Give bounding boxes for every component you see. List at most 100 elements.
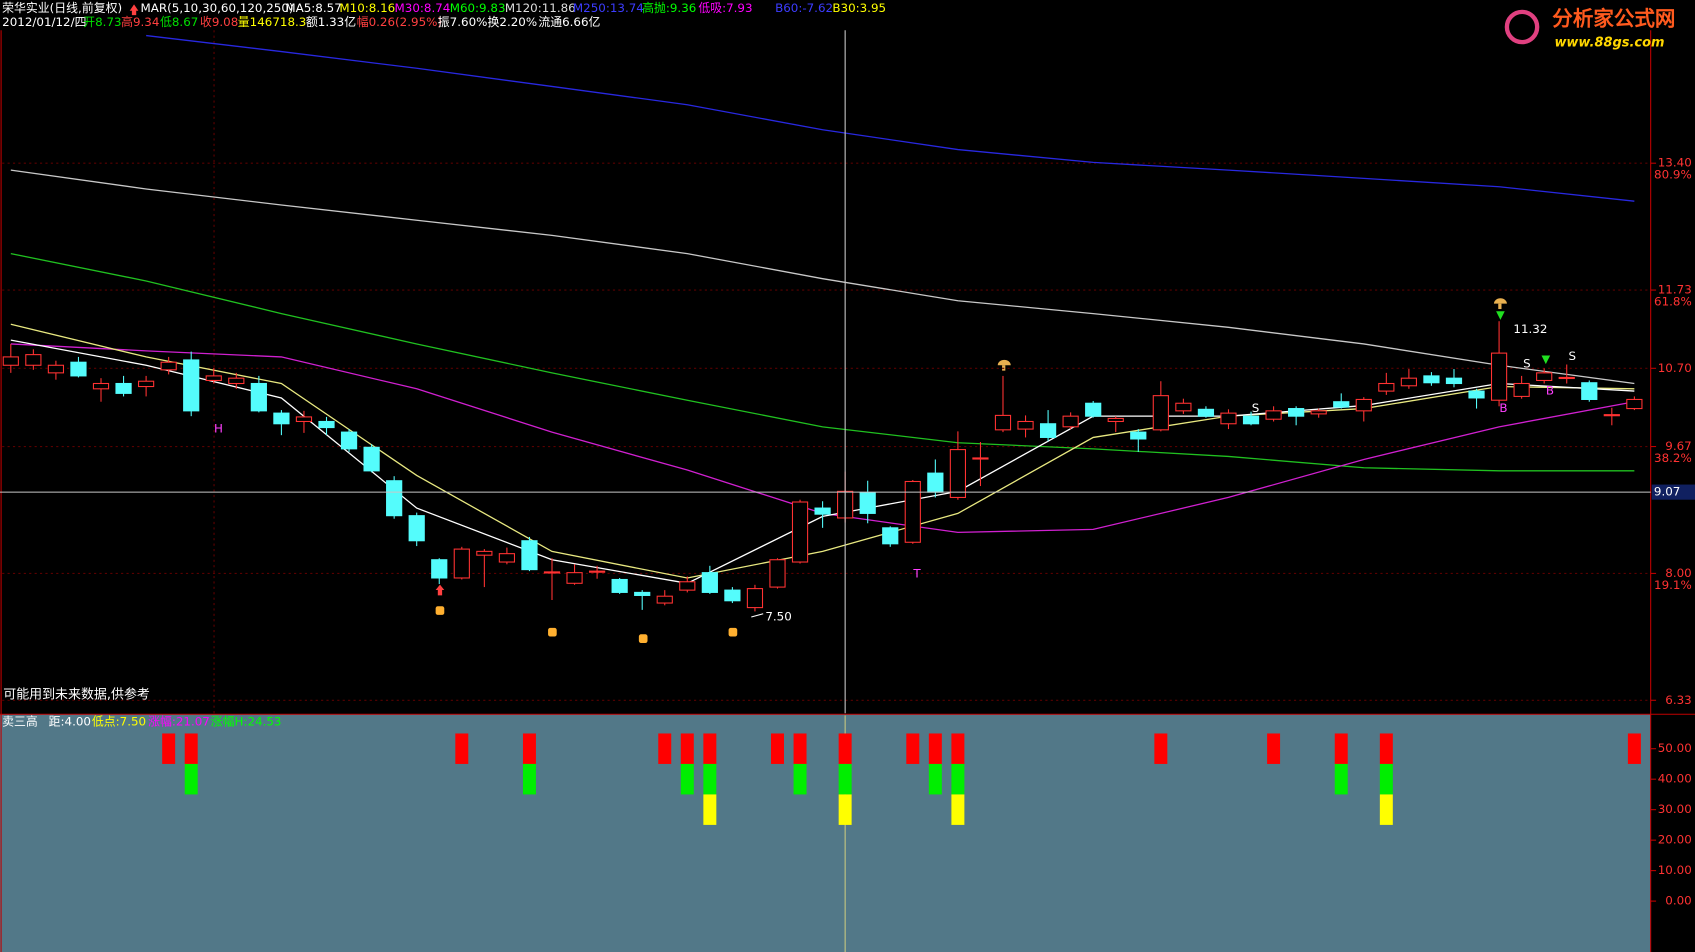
candle-body [1333, 401, 1350, 408]
header-item: 荣华实业(日线,前复权) [2, 1, 122, 15]
annotation: 11.32 [1513, 322, 1547, 336]
signal-bar [1379, 794, 1393, 825]
signal-bar [838, 763, 852, 795]
header-item: 收9.08 [200, 15, 238, 29]
candle-body [1423, 375, 1440, 384]
candle-body [949, 449, 966, 498]
candle-body [656, 595, 673, 604]
logo-icon [1504, 9, 1540, 45]
signal-bar [1334, 763, 1348, 795]
candle-body [25, 354, 42, 366]
candle-body [1310, 410, 1327, 415]
candle-body [701, 572, 718, 593]
candle-body [183, 359, 200, 412]
candle-body [70, 361, 87, 377]
signal-bar [928, 733, 942, 764]
candle-body [1400, 377, 1417, 387]
header-item: 量146718.3 [238, 15, 307, 29]
indicator-panel [0, 714, 1651, 952]
sell-arrows [1496, 311, 1551, 365]
signal-bar [522, 763, 536, 795]
signal-bar [951, 794, 965, 825]
candle-body [1558, 376, 1575, 380]
header-item: 开8.73 [83, 15, 121, 29]
candle-body [882, 527, 899, 545]
header-item: M10:8.16 [339, 1, 395, 15]
annotation: B [1546, 384, 1554, 398]
candle-body [521, 540, 538, 571]
candle-body [1175, 402, 1192, 412]
signal-bar [951, 763, 965, 795]
candle-body [1513, 382, 1530, 397]
header-item: 高抛:9.36 [642, 1, 696, 15]
crosshair-label-bg [1651, 484, 1695, 500]
candle-body [228, 377, 245, 385]
candle-body [769, 559, 786, 588]
signal-bar [703, 794, 717, 825]
candle-body [250, 382, 267, 412]
signal-bar [658, 733, 672, 764]
header-item: M30:8.74 [395, 1, 451, 15]
note: 可能用到未来数据,供参考 [3, 686, 150, 702]
candle-body [679, 581, 696, 591]
candle-body [1581, 382, 1598, 400]
signal-bar [522, 733, 536, 764]
signal-bar [1379, 733, 1393, 764]
candle-body [1107, 417, 1124, 423]
signal-bar [1334, 733, 1348, 764]
header-item: 低吸:7.93 [698, 1, 752, 15]
y-tick-label: 6.33 [1665, 693, 1691, 707]
candle-body [611, 578, 628, 593]
candle-body [1603, 414, 1620, 417]
annotation: S [1569, 349, 1577, 363]
candle-body [1536, 372, 1553, 381]
signal-bar [680, 733, 694, 764]
y-tick-label: 11.73 [1658, 283, 1692, 297]
candle-body [408, 515, 425, 542]
signal-bar [906, 733, 920, 764]
signal-bar [951, 733, 965, 764]
candle-body [1265, 410, 1282, 420]
signal-bar [703, 763, 717, 795]
annotation: T [912, 566, 921, 580]
candle-body [1626, 398, 1643, 410]
signal-bar [838, 733, 852, 764]
logo-url: www.88gs.com [1554, 36, 1664, 51]
y-tick-label: 9.67 [1665, 439, 1691, 453]
header-item: M120:11.86 [505, 1, 576, 15]
annotation: H [214, 421, 223, 435]
candle-body [1039, 423, 1057, 438]
ma-line [146, 34, 1635, 202]
candle-body [273, 412, 290, 425]
header-item: 幅0.26(2.95%) [357, 15, 442, 29]
indicator-title: 涨幅:21.07 [148, 714, 210, 728]
candle-body [476, 550, 493, 556]
candle-body [543, 571, 561, 574]
y-tick-label: 20.00 [1658, 833, 1692, 847]
candle-body [724, 589, 741, 602]
candle-body [340, 431, 358, 450]
signal-bar [184, 763, 198, 795]
hand-icons [435, 606, 738, 643]
low-pointer [751, 613, 764, 618]
crosshair-label: 9.07 [1654, 485, 1680, 499]
pct-tick-label: 80.9% [1654, 168, 1692, 182]
candle-body [746, 588, 764, 609]
candle-body [115, 382, 132, 394]
indicator-title: 低点:7.50 [92, 714, 146, 728]
signal-bar [928, 763, 942, 795]
candle-body [904, 480, 921, 543]
candle-body [498, 553, 516, 563]
annotation: 7.50 [765, 610, 791, 624]
header-item: MAR(5,10,30,60,120,250) [141, 1, 294, 15]
y-tick-label: 13.40 [1658, 156, 1692, 170]
candle-body [205, 375, 222, 381]
signal-bar [1154, 733, 1168, 764]
candle-body [1220, 412, 1237, 425]
candle-body [1085, 402, 1102, 417]
arrow-icon [129, 4, 139, 16]
header-item: M60:9.83 [450, 1, 506, 15]
logo-name: 分析家公式网 [1552, 6, 1675, 30]
